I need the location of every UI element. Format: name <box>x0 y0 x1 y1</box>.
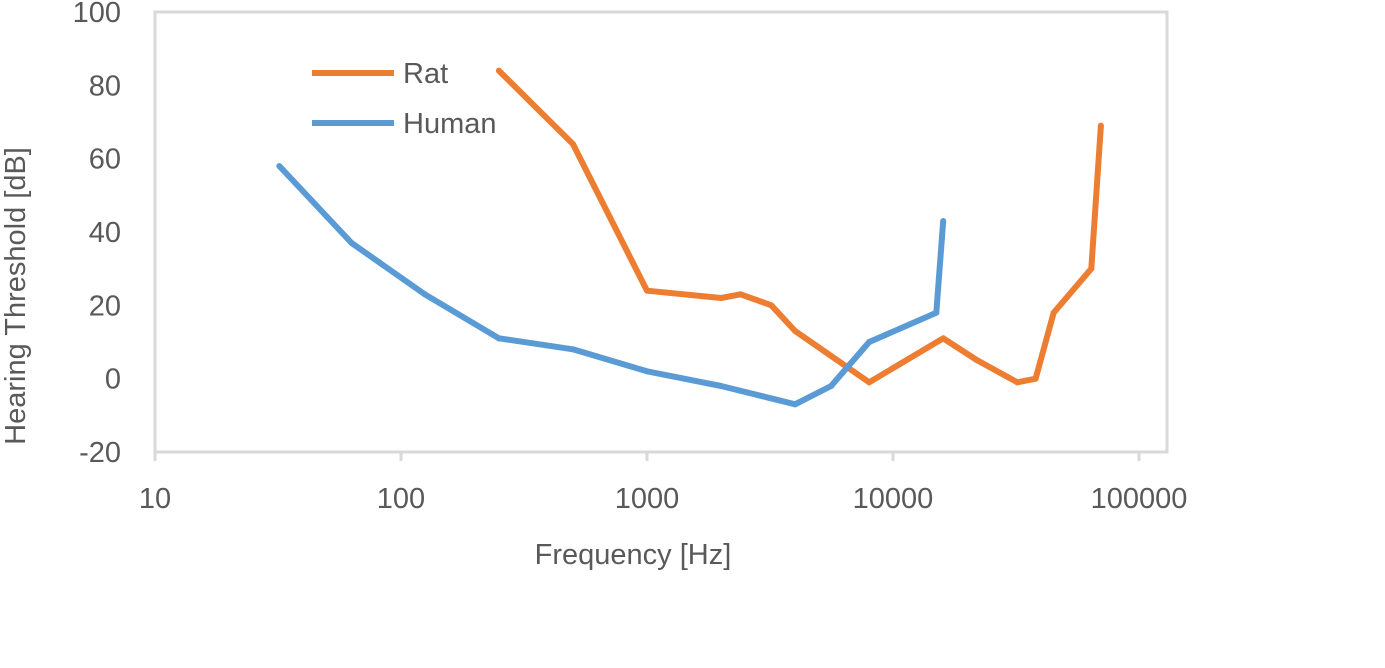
data-point-rat <box>1032 375 1039 382</box>
y-tick-label: -20 <box>79 437 121 469</box>
y-tick-label: 80 <box>89 70 121 102</box>
axes-layer: 10 100 1000 10000 100000 -20 0 20 40 60 80 100 Frequ… <box>0 0 1187 571</box>
data-point-rat <box>768 302 775 309</box>
data-point-human <box>866 339 873 345</box>
x-tick-label: 100000 <box>1091 483 1188 515</box>
y-tick-label: 0 <box>105 364 121 396</box>
data-point-rat <box>644 287 650 294</box>
x-tick-label: 10000 <box>853 483 934 515</box>
data-point-human <box>828 383 835 389</box>
data-point-human <box>792 401 799 408</box>
y-tick-label: 20 <box>89 290 121 322</box>
x-tick-label: 100 <box>377 483 425 515</box>
data-point-rat <box>495 67 502 74</box>
data-point-human <box>933 309 940 316</box>
data-point-human <box>940 218 947 224</box>
series-line-human <box>277 163 947 408</box>
data-point-rat <box>1050 309 1057 316</box>
series-line-rat <box>496 68 1104 386</box>
data-point-rat <box>940 335 947 342</box>
y-tick-label: 100 <box>73 0 121 29</box>
y-tick-label: 60 <box>89 144 121 176</box>
plot-frame <box>153 10 1169 454</box>
data-point-human <box>348 240 355 246</box>
x-tick-label: 10 <box>139 483 171 515</box>
data-point-rat <box>569 141 576 147</box>
data-point-human <box>644 368 650 375</box>
data-point-rat <box>737 291 744 298</box>
y-axis-title: Hearing Threshold [dB] <box>0 147 32 445</box>
data-point-human <box>495 335 502 342</box>
data-point-rat <box>866 379 873 386</box>
x-tick-label: 1000 <box>615 483 680 515</box>
series-layer <box>276 67 1104 408</box>
legend-label-rat: Rat <box>403 58 448 90</box>
data-point-rat <box>718 295 725 301</box>
data-point-rat <box>974 357 981 364</box>
data-point-rat <box>792 328 799 334</box>
data-point-rat <box>1014 379 1021 386</box>
data-point-human <box>718 383 725 389</box>
legend-label-human: Human <box>403 108 497 140</box>
legend: Rat Human <box>312 58 497 140</box>
data-point-rat <box>1097 122 1104 129</box>
data-point-human <box>276 163 283 169</box>
y-tick-label: 40 <box>89 217 121 249</box>
data-point-human <box>421 291 428 298</box>
data-point-human <box>569 346 576 353</box>
data-point-rat <box>1088 265 1095 272</box>
x-axis-title: Frequency [Hz] <box>535 539 732 571</box>
